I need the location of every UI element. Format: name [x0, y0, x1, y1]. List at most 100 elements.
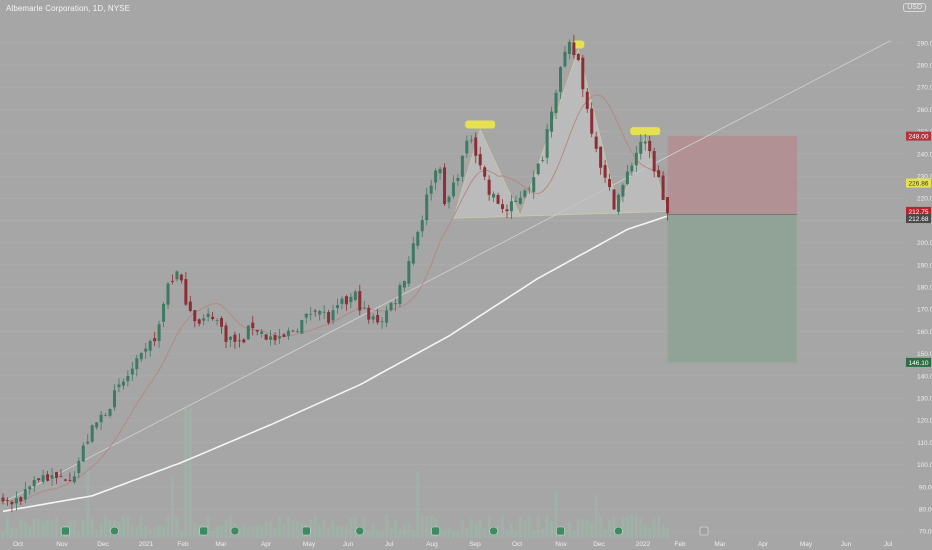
candle-body: [608, 179, 612, 188]
candle-body: [322, 311, 326, 313]
slow-moving-average: [2, 215, 668, 513]
candle-body: [639, 141, 643, 154]
volume-bar: [166, 515, 170, 538]
volume-bar: [331, 521, 335, 538]
price-tick-label: 100.00: [917, 462, 932, 469]
time-tick-label: Jun: [841, 541, 852, 548]
earnings-icon[interactable]: [431, 526, 440, 536]
price-tick-label: 150.00: [917, 351, 932, 358]
candle-body: [153, 338, 157, 342]
trendline[interactable]: [2, 40, 891, 503]
volume-bar: [99, 522, 103, 538]
candle-body: [349, 296, 353, 303]
candle-body: [483, 167, 487, 177]
volume-bar: [121, 515, 126, 538]
volume-bar: [523, 520, 527, 538]
time-tick-label: Sep: [469, 541, 481, 548]
time-tick-label: May: [303, 541, 316, 548]
candle-body: [411, 243, 415, 264]
candle-body: [362, 307, 366, 309]
volume-bar: [313, 515, 317, 538]
event-markers[interactable]: [61, 526, 709, 536]
candle-body: [81, 445, 85, 462]
volume-bar: [416, 471, 420, 538]
price-tick-label: 130.00: [917, 396, 932, 403]
volume-bar: [175, 516, 179, 538]
price-tick-label: 80.00: [919, 507, 932, 514]
candle-body: [585, 91, 589, 109]
volume-bar: [532, 531, 536, 538]
candle-body: [336, 305, 339, 309]
volume-bar: [211, 531, 215, 538]
volume-bar: [41, 522, 45, 538]
candle-body: [188, 301, 192, 311]
volume-bar: [652, 518, 656, 538]
volume-bar: [19, 518, 23, 538]
candle-body: [113, 390, 116, 408]
candle-body: [474, 137, 478, 156]
earnings-icon[interactable]: [61, 526, 70, 536]
candle-body: [550, 111, 554, 132]
volume-bar: [108, 519, 112, 538]
candle-body: [251, 322, 255, 329]
candle-body: [371, 316, 375, 320]
dividend-icon[interactable]: [110, 526, 119, 536]
volume-bar: [438, 527, 442, 538]
candle-body: [661, 175, 665, 200]
time-tick-label: Dec: [593, 541, 605, 548]
dividend-icon[interactable]: [489, 526, 498, 536]
position-zones[interactable]: [667, 136, 797, 363]
dividend-icon[interactable]: [355, 526, 365, 536]
dividend-icon[interactable]: [614, 526, 623, 536]
volume-bar: [514, 531, 518, 538]
candle-body: [175, 271, 179, 280]
volume-bar: [398, 529, 402, 538]
candle-body: [41, 475, 45, 482]
candle-body: [309, 313, 313, 315]
dividend-icon[interactable]: [230, 526, 240, 536]
volume-bar: [242, 524, 246, 538]
candle-body: [367, 307, 371, 320]
volume-bar: [300, 522, 304, 538]
candle-body: [215, 320, 219, 321]
earnings-icon[interactable]: [556, 526, 565, 536]
volume-bar: [465, 527, 469, 538]
candle-body: [224, 325, 228, 342]
earnings-icon-shape: [61, 526, 70, 536]
candle-body: [353, 291, 357, 300]
volume-bar: [103, 515, 108, 538]
price-tag-label: 248.00: [909, 134, 929, 141]
time-tick-label: Feb: [177, 541, 189, 548]
earnings-icon[interactable]: [199, 526, 208, 536]
price-axis[interactable]: 70.00 80.00 90.00 100.00 110.00 120.00 130.00 1…: [917, 40, 932, 535]
candle-body: [652, 151, 656, 172]
volume-bar: [518, 515, 522, 538]
price-tick-label: 180.00: [917, 285, 932, 292]
candle-body: [447, 196, 451, 203]
volume-bar: [451, 530, 456, 538]
currency-button[interactable]: USD: [903, 3, 926, 12]
time-tick-label: Jul: [385, 541, 394, 548]
earnings-icon[interactable]: [302, 526, 311, 536]
time-tick-label: May: [800, 541, 813, 548]
time-axis[interactable]: Oct Nov Dec 2021 Feb Mar Apr May Jun Jul Aug Sep Oct…: [13, 541, 893, 548]
volume-bar: [68, 519, 72, 538]
volume-bar: [255, 524, 259, 538]
price-tag-current_ma: [906, 178, 931, 188]
earnings-icon-shape: [199, 526, 208, 536]
candle-body: [162, 304, 166, 322]
candle-body: [104, 415, 108, 417]
candle-body: [420, 220, 424, 232]
volume-bar: [456, 531, 460, 538]
dividend-icon-shape: [355, 526, 365, 536]
volume-bar: [599, 515, 603, 538]
volume-bar: [179, 530, 183, 538]
volume-bar: [81, 519, 85, 538]
candle-body: [590, 108, 594, 134]
price-tag-target: [906, 357, 931, 367]
price-tick-label: 260.00: [917, 107, 932, 114]
candle-body: [28, 486, 32, 490]
